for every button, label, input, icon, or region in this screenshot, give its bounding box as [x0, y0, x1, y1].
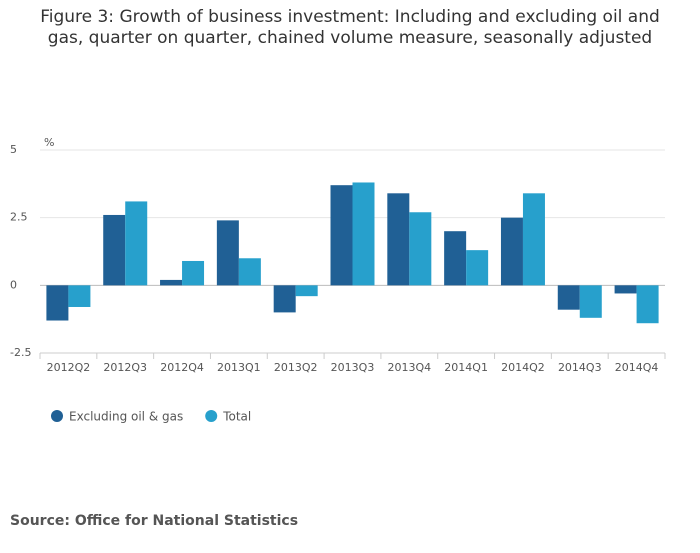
y-tick-label: 5 [10, 143, 17, 156]
bar [46, 285, 69, 321]
legend-marker [205, 410, 218, 422]
bar [387, 193, 410, 286]
bar [160, 279, 183, 286]
bar [216, 220, 239, 286]
x-tick-label: 2014Q3 [558, 361, 602, 374]
x-tick-label: 2012Q4 [160, 361, 204, 374]
legend-label: Total [222, 410, 251, 424]
x-tick-label: 2012Q2 [47, 361, 91, 374]
bar [614, 285, 637, 294]
x-tick-label: 2014Q2 [501, 361, 545, 374]
bar [330, 185, 353, 286]
y-tick-label: 2.5 [10, 211, 28, 224]
bar [444, 231, 467, 286]
x-tick-label: 2013Q1 [217, 361, 261, 374]
bar [273, 285, 296, 313]
x-tick-label: 2014Q4 [615, 361, 659, 374]
x-tick-label: 2012Q3 [103, 361, 147, 374]
bar [238, 258, 261, 286]
x-tick-label: 2014Q1 [444, 361, 488, 374]
bar [295, 285, 318, 297]
x-tick-label: 2013Q4 [387, 361, 431, 374]
source: Source: Office for National Statistics [10, 513, 298, 529]
bar [103, 214, 126, 286]
bar [579, 285, 602, 318]
chart-title: Figure 3: Growth of business investment:… [40, 7, 660, 48]
bar [182, 260, 205, 286]
x-tick-label: 2013Q2 [274, 361, 318, 374]
y-tick-label: 0 [10, 278, 17, 291]
bar [557, 285, 580, 310]
bar [522, 193, 545, 286]
bar [500, 217, 523, 286]
y-tick-label: -2.5 [10, 346, 31, 359]
legend-label: Excluding oil & gas [69, 410, 183, 424]
bar [68, 285, 91, 307]
legend-marker [51, 410, 63, 422]
bar [636, 285, 659, 324]
bar [352, 182, 375, 286]
x-tick-label: 2013Q3 [331, 361, 375, 374]
bar [409, 212, 432, 286]
y-axis-label: % [44, 136, 54, 149]
bar [466, 250, 489, 286]
bar [125, 201, 148, 286]
